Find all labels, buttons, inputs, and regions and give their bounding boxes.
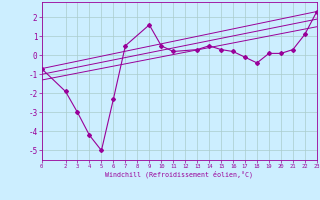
X-axis label: Windchill (Refroidissement éolien,°C): Windchill (Refroidissement éolien,°C): [105, 171, 253, 178]
